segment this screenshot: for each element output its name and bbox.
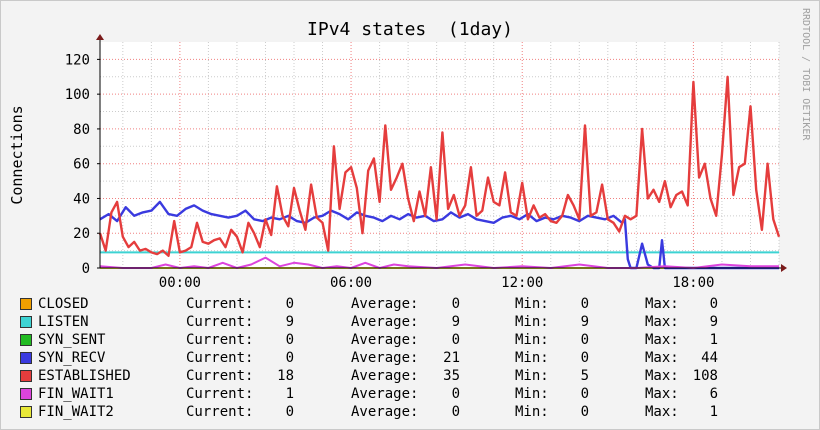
legend-max-value: 6 (709, 386, 718, 402)
y-tick-label: 60 (73, 157, 90, 173)
legend-swatch (20, 352, 32, 364)
legend-series-name: FIN_WAIT2 (38, 404, 114, 420)
x-tick-label: 00:00 (159, 275, 201, 291)
legend-max-label: Max: (645, 386, 679, 402)
legend-swatch (20, 316, 32, 328)
legend-average-label: Average: (351, 404, 419, 420)
legend-max-label: Max: (645, 332, 679, 348)
legend-series-name: ESTABLISHED (38, 368, 131, 384)
legend-row: CLOSED Current: 0 Average: 0 Min: 0 Max: 0 (18, 295, 808, 313)
legend: CLOSED Current: 0 Average: 0 Min: 0 Max: 0 LISTEN… (18, 295, 808, 421)
legend-average-label: Average: (351, 332, 419, 348)
legend-average-value: 0 (451, 404, 460, 420)
legend-min-value: 0 (580, 404, 589, 420)
legend-current-label: Current: (186, 404, 254, 420)
legend-current-label: Current: (186, 332, 254, 348)
legend-max-value: 1 (709, 332, 718, 348)
legend-current-value: 18 (277, 368, 294, 384)
legend-swatch (20, 370, 32, 382)
legend-current-value: 0 (285, 296, 294, 312)
legend-row: FIN_WAIT1 Current: 1 Average: 0 Min: 0 Max: 6 (18, 385, 808, 403)
legend-current-value: 0 (285, 404, 294, 420)
y-tick-label: 0 (82, 261, 90, 277)
watermark: RRDTOOL / TOBI OETIKER (800, 8, 811, 141)
legend-current-value: 0 (285, 332, 294, 348)
x-tick-label: 18:00 (672, 275, 714, 291)
legend-max-label: Max: (645, 296, 679, 312)
legend-row: ESTABLISHED Current: 18 Average: 35 Min: 5 Max:… (18, 367, 808, 385)
legend-average-value: 0 (451, 296, 460, 312)
x-tick-label: 12:00 (501, 275, 543, 291)
legend-max-value: 9 (709, 314, 718, 330)
legend-min-label: Min: (515, 368, 549, 384)
legend-average-value: 0 (451, 386, 460, 402)
legend-average-value: 0 (451, 332, 460, 348)
legend-current-label: Current: (186, 386, 254, 402)
legend-row: SYN_SENT Current: 0 Average: 0 Min: 0 Max: 1 (18, 331, 808, 349)
legend-min-label: Min: (515, 386, 549, 402)
legend-max-value: 1 (709, 404, 718, 420)
plot-area (100, 42, 779, 268)
legend-min-label: Min: (515, 350, 549, 366)
legend-current-label: Current: (186, 350, 254, 366)
x-axis-arrow (781, 264, 787, 272)
legend-swatch (20, 334, 32, 346)
legend-min-label: Min: (515, 314, 549, 330)
legend-average-value: 21 (443, 350, 460, 366)
legend-average-label: Average: (351, 350, 419, 366)
legend-series-name: SYN_SENT (38, 332, 106, 348)
legend-current-label: Current: (186, 368, 254, 384)
legend-row: SYN_RECV Current: 0 Average: 21 Min: 0 Max: 44 (18, 349, 808, 367)
legend-max-value: 108 (692, 368, 718, 384)
legend-average-value: 9 (451, 314, 460, 330)
legend-min-value: 0 (580, 296, 589, 312)
legend-average-value: 35 (443, 368, 460, 384)
y-tick-label: 100 (65, 87, 90, 103)
legend-max-label: Max: (645, 368, 679, 384)
legend-average-label: Average: (351, 296, 419, 312)
legend-min-value: 0 (580, 386, 589, 402)
chart-title: IPv4 states (1day) (307, 19, 513, 40)
legend-swatch (20, 298, 32, 310)
legend-max-label: Max: (645, 314, 679, 330)
y-tick-label: 80 (73, 122, 90, 138)
legend-row: FIN_WAIT2 Current: 0 Average: 0 Min: 0 Max: 1 (18, 403, 808, 421)
legend-series-name: SYN_RECV (38, 350, 106, 366)
legend-min-label: Min: (515, 404, 549, 420)
legend-min-value: 0 (580, 350, 589, 366)
legend-max-label: Max: (645, 350, 679, 366)
legend-current-label: Current: (186, 296, 254, 312)
y-tick-label: 20 (73, 226, 90, 242)
legend-row: LISTEN Current: 9 Average: 9 Min: 9 Max: 9 (18, 313, 808, 331)
legend-series-name: LISTEN (38, 314, 89, 330)
legend-min-value: 5 (580, 368, 589, 384)
legend-max-value: 0 (709, 296, 718, 312)
legend-average-label: Average: (351, 386, 419, 402)
legend-min-value: 0 (580, 332, 589, 348)
y-tick-label: 40 (73, 191, 90, 207)
legend-swatch (20, 406, 32, 418)
legend-current-label: Current: (186, 314, 254, 330)
legend-current-value: 0 (285, 350, 294, 366)
legend-current-value: 1 (285, 386, 294, 402)
series-line-established (98, 75, 781, 258)
legend-min-value: 9 (580, 314, 589, 330)
legend-max-value: 44 (701, 350, 718, 366)
y-axis-label: Connections (8, 105, 26, 204)
legend-average-label: Average: (351, 314, 419, 330)
y-axis-arrow (96, 34, 104, 40)
x-tick-label: 06:00 (330, 275, 372, 291)
legend-series-name: CLOSED (38, 296, 89, 312)
legend-min-label: Min: (515, 332, 549, 348)
legend-current-value: 9 (285, 314, 294, 330)
legend-min-label: Min: (515, 296, 549, 312)
legend-series-name: FIN_WAIT1 (38, 386, 114, 402)
legend-average-label: Average: (351, 368, 419, 384)
y-tick-label: 120 (65, 52, 90, 68)
legend-swatch (20, 388, 32, 400)
legend-max-label: Max: (645, 404, 679, 420)
